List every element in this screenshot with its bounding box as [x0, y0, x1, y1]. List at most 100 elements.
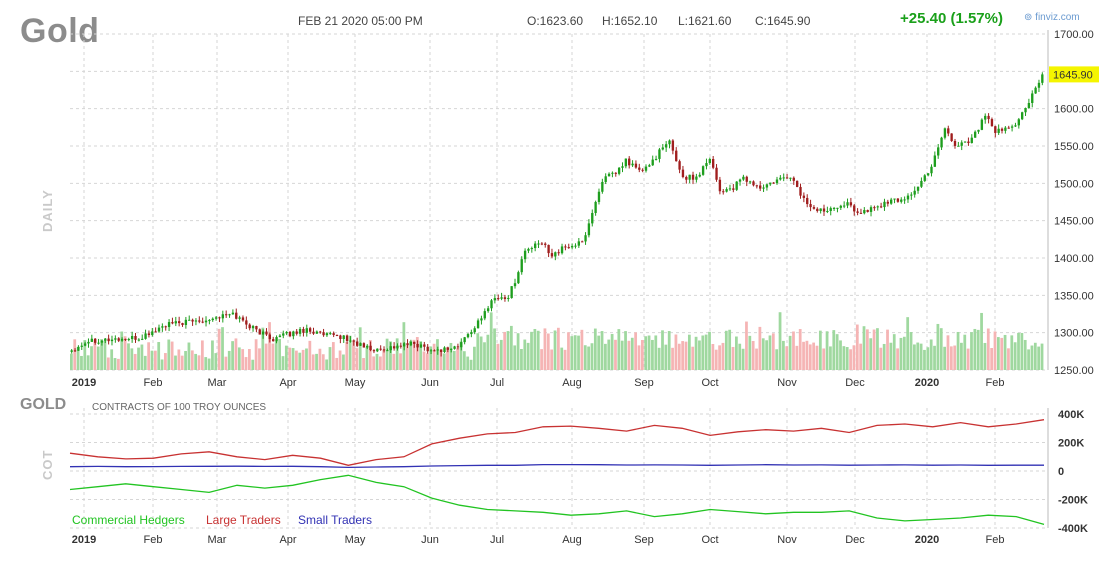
volume-bar — [687, 334, 691, 370]
candle-body — [198, 320, 201, 322]
candle-body — [342, 335, 345, 339]
volume-bar — [1030, 345, 1034, 370]
candle-body — [510, 286, 513, 298]
volume-bar — [1020, 333, 1024, 370]
volume-bar — [865, 329, 869, 370]
candle-body — [973, 131, 977, 138]
volume-bar — [580, 329, 584, 370]
volume-bar — [597, 335, 601, 370]
cot-x-label: Sep — [634, 534, 654, 546]
candle-body — [110, 339, 114, 342]
volume-bar — [281, 356, 285, 370]
candle-body — [980, 119, 984, 130]
volume-bar — [899, 337, 903, 370]
legend-commercial-hedgers[interactable]: Commercial Hedgers — [72, 513, 185, 527]
candle-body — [923, 175, 926, 181]
volume-bar — [802, 341, 805, 370]
candle-body — [752, 181, 755, 186]
candle-body — [141, 338, 144, 340]
candle-body — [272, 339, 275, 342]
volume-bar — [651, 339, 654, 370]
candle-body — [644, 166, 648, 171]
volume-bar — [489, 312, 493, 370]
volume-bar — [735, 336, 738, 370]
volume-bar — [385, 338, 389, 370]
volume-bar — [647, 335, 651, 370]
candle-body — [963, 141, 967, 143]
volume-bar — [946, 335, 950, 370]
volume-bar — [741, 348, 745, 370]
volume-bar — [993, 331, 997, 370]
volume-bar — [422, 351, 426, 370]
candle-body — [759, 185, 762, 189]
volume-bar — [345, 341, 349, 370]
volume-bar — [1040, 343, 1044, 370]
volume-bar — [902, 336, 906, 370]
volume-bar — [738, 343, 742, 370]
volume-bar — [412, 339, 416, 370]
candle-body — [204, 320, 208, 323]
volume-bar — [133, 353, 137, 370]
price-change: +25.40 (1.57%) — [900, 10, 1003, 27]
price-x-label: Mar — [208, 377, 227, 389]
volume-bar — [990, 347, 994, 370]
volume-bar — [617, 329, 621, 370]
volume-bar — [936, 323, 940, 370]
volume-bar — [348, 335, 352, 370]
candle-body — [191, 319, 194, 322]
volume-bar — [483, 342, 486, 370]
candle-body — [235, 312, 238, 319]
volume-bar — [83, 340, 87, 370]
candle-body — [456, 346, 460, 348]
volume-bar — [815, 345, 819, 370]
volume-bar — [839, 340, 842, 370]
candle-body — [903, 199, 906, 201]
volume-bar — [694, 336, 698, 370]
price-tick-label: 1450.00 — [1054, 216, 1094, 228]
candle-body — [1031, 93, 1034, 103]
candle-body — [755, 185, 759, 187]
candle-body — [436, 349, 439, 351]
candle-body — [315, 331, 319, 334]
volume-bar — [338, 350, 342, 370]
symbol-title: Gold — [20, 12, 100, 50]
candle-body — [688, 174, 691, 180]
volume-bar — [352, 340, 355, 370]
cot-tick-label: -400K — [1058, 523, 1088, 535]
candle-body — [305, 328, 308, 333]
candle-body — [846, 202, 849, 206]
volume-bar — [274, 340, 278, 370]
volume-bar — [130, 348, 134, 370]
volume-bar — [661, 330, 664, 370]
volume-bar — [1037, 346, 1041, 370]
cot-x-label: Oct — [701, 534, 718, 546]
cot-x-label: May — [345, 534, 366, 546]
candle-body — [154, 331, 157, 333]
legend-large-traders[interactable]: Large Traders — [206, 513, 281, 527]
volume-bar — [137, 347, 140, 370]
volume-bar — [194, 353, 198, 370]
volume-bar — [520, 348, 523, 370]
volume-bar — [775, 349, 779, 370]
volume-bar — [657, 347, 661, 370]
volume-bar — [382, 350, 386, 370]
candle-body — [977, 129, 980, 132]
volume-bar — [557, 327, 560, 370]
legend-small-traders[interactable]: Small Traders — [298, 513, 373, 527]
cot-series-line — [69, 419, 1045, 466]
candle-body — [107, 338, 110, 342]
candle-body — [369, 345, 372, 351]
cot-x-label: Mar — [208, 534, 227, 546]
volume-bar — [550, 349, 554, 370]
brand-link[interactable]: ⊚ finviz.com — [1024, 12, 1080, 23]
candle-body — [728, 188, 732, 190]
candle-body — [893, 198, 896, 200]
volume-bar — [980, 312, 983, 370]
volume-bar — [960, 342, 963, 370]
candle-body — [856, 211, 859, 213]
candle-body — [120, 338, 124, 341]
volume-bar — [963, 334, 967, 370]
candle-body — [433, 350, 436, 352]
candle-body — [80, 345, 83, 347]
